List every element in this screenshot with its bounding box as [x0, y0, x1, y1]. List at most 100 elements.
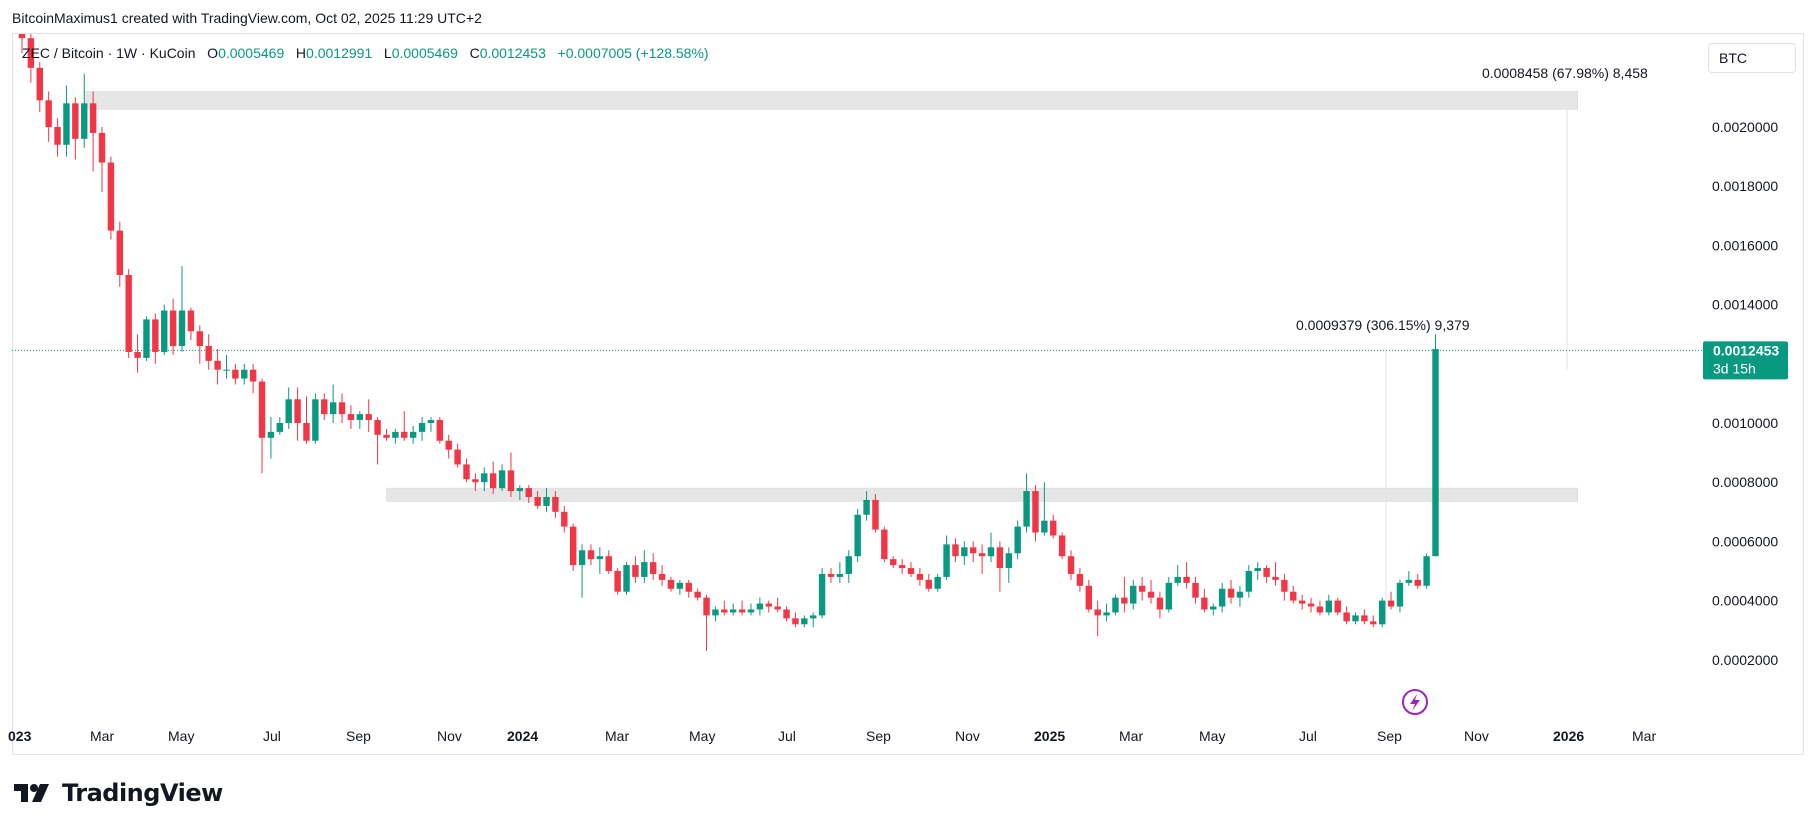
candle-body — [943, 544, 950, 577]
candle-body — [783, 609, 790, 619]
legend-close-label: C — [469, 45, 480, 61]
event-marker-bolt — [1410, 694, 1420, 711]
candle-body — [916, 573, 924, 580]
candle-body — [1281, 579, 1288, 592]
candle-body — [507, 470, 515, 492]
candle-body — [596, 556, 604, 560]
measure-label-lower: 0.0009379 (306.15%) 9,379 — [1296, 317, 1470, 333]
candle-body — [178, 310, 186, 347]
candle-body — [383, 434, 390, 438]
candle-body — [356, 414, 364, 421]
candle-body — [1245, 571, 1253, 592]
candle-body — [801, 618, 808, 625]
legend-low-label: L — [383, 45, 392, 61]
legend-high-label: H — [295, 45, 307, 61]
candle-body — [1423, 556, 1430, 586]
candle-body — [747, 609, 755, 613]
candle-body — [667, 579, 675, 589]
lightning-icon[interactable] — [1402, 689, 1428, 715]
currency-selector[interactable]: BTC — [1708, 43, 1796, 73]
candle-body — [258, 381, 266, 438]
candle-body — [623, 565, 630, 592]
legend-close: 0.0012453 — [479, 45, 546, 61]
candle-body — [836, 573, 844, 577]
candle-body — [463, 464, 470, 480]
author-line: BitcoinMaximus1 created with TradingView… — [12, 10, 482, 26]
candle-body — [36, 67, 43, 101]
candle-body — [1138, 585, 1146, 592]
candle-body — [187, 310, 195, 332]
tradingview-logo[interactable]: TradingView — [14, 778, 223, 808]
candle-body — [1147, 591, 1155, 598]
x-tick-label: May — [689, 728, 715, 744]
candle-body — [1121, 597, 1128, 604]
candle-body — [1254, 568, 1261, 571]
candle-body — [1334, 600, 1341, 613]
candle-body — [881, 529, 888, 560]
candle-body — [516, 488, 524, 492]
y-tick-label: 0.0004000 — [1712, 593, 1778, 609]
candle-body — [45, 100, 52, 127]
candle-body — [481, 473, 488, 483]
x-tick-label: 023 — [8, 728, 32, 744]
candle-body — [587, 550, 595, 560]
candle-body — [1032, 491, 1039, 533]
candle-body — [1023, 491, 1030, 527]
candle-body — [54, 127, 61, 145]
candle-body — [489, 473, 497, 489]
legend-high: 0.0012991 — [306, 45, 373, 61]
candle-body — [365, 414, 372, 421]
candle-body — [712, 609, 719, 616]
candle-body — [18, 34, 26, 39]
candle-body — [409, 431, 417, 438]
candle-body — [1112, 597, 1119, 613]
y-tick-label: 0.0018000 — [1712, 178, 1778, 194]
candle-body — [27, 38, 35, 68]
legend-open: 0.0005469 — [218, 45, 285, 61]
candle-body — [694, 591, 701, 598]
candle-body — [294, 399, 301, 423]
y-tick-label: 0.0006000 — [1712, 533, 1778, 549]
candle-body — [685, 582, 692, 592]
candle-body — [1236, 591, 1244, 598]
candle-body — [1041, 520, 1048, 533]
candle-body — [996, 547, 1004, 569]
candle-body — [1192, 582, 1199, 598]
candle-body — [241, 369, 248, 379]
candle-body — [703, 597, 710, 616]
candle-body — [1405, 579, 1413, 583]
candle-body — [214, 360, 221, 370]
candle-body — [205, 346, 212, 361]
legend-change: +0.0007005 (+128.58%) — [557, 45, 709, 61]
candle-body — [1067, 556, 1075, 574]
candle-body — [1058, 535, 1066, 557]
candle-body — [890, 559, 897, 566]
x-tick-label: Jul — [778, 728, 796, 744]
candle-body — [721, 609, 728, 613]
candle-body — [863, 499, 870, 515]
candle-body — [649, 562, 657, 574]
x-tick-label: Sep — [866, 728, 891, 744]
candle-body — [970, 547, 977, 554]
x-tick-label: Mar — [90, 728, 114, 744]
legend-symbol[interactable]: ZEC / Bitcoin · 1W · KuCoin — [22, 45, 196, 61]
candle-body — [312, 399, 319, 441]
candle-body — [1014, 526, 1021, 554]
candle-body — [169, 310, 177, 347]
candle-body — [454, 449, 461, 465]
candle-body — [827, 573, 835, 577]
candle-body — [249, 369, 257, 382]
measure-label-upper: 0.0008458 (67.98%) 8,458 — [1482, 65, 1648, 81]
candle-body — [1174, 576, 1181, 583]
candle-body — [925, 579, 932, 589]
chart-frame[interactable] — [12, 33, 1804, 755]
candle-body — [578, 550, 586, 566]
candle-body — [329, 402, 337, 415]
y-tick-label: 0.0010000 — [1712, 415, 1778, 431]
candle-body — [641, 562, 648, 577]
candle-body — [1165, 582, 1173, 610]
x-tick-label: 2025 — [1034, 728, 1065, 744]
candle-body — [792, 618, 799, 625]
candle-body — [445, 440, 452, 450]
